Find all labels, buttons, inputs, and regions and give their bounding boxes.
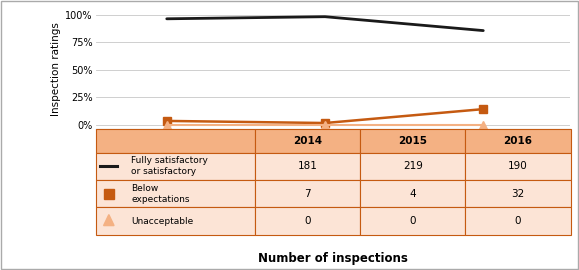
Bar — [104, 188, 114, 199]
Bar — [255, 129, 360, 153]
Y-axis label: Inspection ratings: Inspection ratings — [51, 22, 61, 116]
Bar — [96, 129, 255, 153]
Bar — [360, 180, 466, 207]
Text: 181: 181 — [298, 161, 317, 171]
Text: 2014: 2014 — [293, 136, 322, 146]
Text: Fully satisfactory
or satisfactory: Fully satisfactory or satisfactory — [131, 156, 208, 176]
Bar — [96, 153, 255, 180]
Bar — [466, 180, 571, 207]
Bar — [466, 153, 571, 180]
Bar — [255, 153, 360, 180]
Text: Unacceptable: Unacceptable — [131, 217, 193, 226]
Bar — [96, 180, 255, 207]
Bar — [466, 129, 571, 153]
Text: 2016: 2016 — [504, 136, 533, 146]
Polygon shape — [104, 215, 114, 225]
Bar — [360, 129, 466, 153]
Bar — [360, 207, 466, 235]
Bar — [255, 180, 360, 207]
Text: 190: 190 — [508, 161, 528, 171]
Text: 0: 0 — [515, 216, 521, 226]
Text: Number of inspections: Number of inspections — [258, 252, 408, 265]
Text: Below
expectations: Below expectations — [131, 184, 190, 204]
Text: 7: 7 — [304, 189, 310, 199]
Bar — [96, 207, 255, 235]
Text: 32: 32 — [511, 189, 525, 199]
Text: 219: 219 — [403, 161, 423, 171]
Text: 4: 4 — [409, 189, 416, 199]
Text: 0: 0 — [304, 216, 310, 226]
Text: 0: 0 — [409, 216, 416, 226]
Text: 2015: 2015 — [398, 136, 427, 146]
Bar — [255, 207, 360, 235]
Bar — [360, 153, 466, 180]
Bar — [466, 207, 571, 235]
